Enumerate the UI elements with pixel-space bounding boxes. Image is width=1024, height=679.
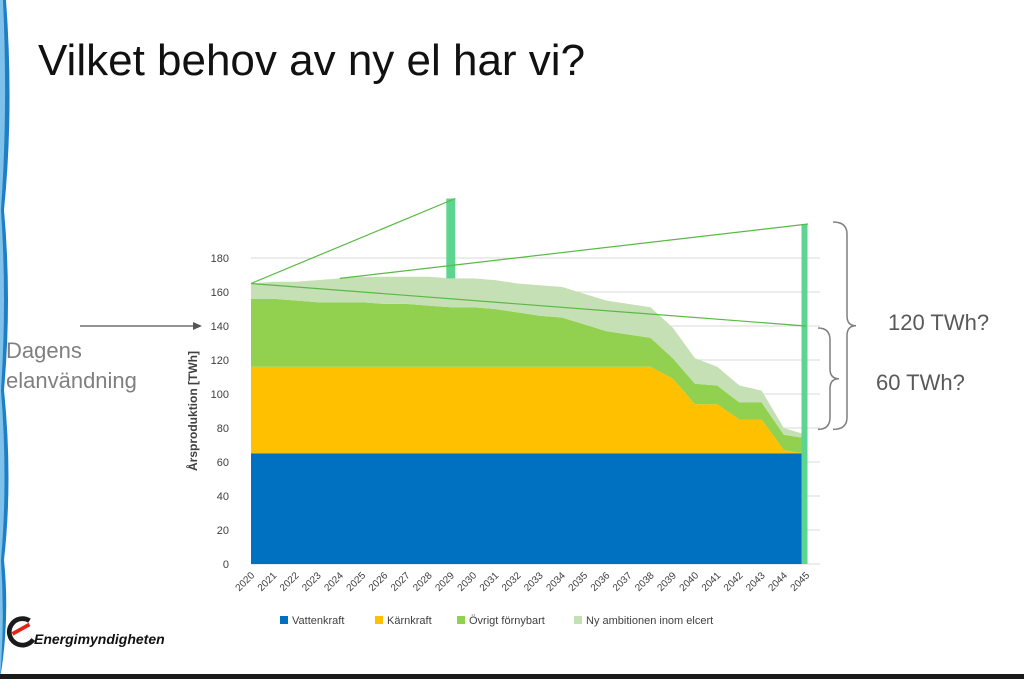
- trend-line: [250, 197, 456, 285]
- x-tick-label: 2038: [633, 570, 657, 594]
- current-consumption-label-line1: Dagens: [6, 338, 82, 363]
- current-consumption-label-line2: elanvändning: [6, 368, 137, 393]
- y-tick-label: 120: [211, 355, 229, 367]
- area-2: [251, 366, 806, 454]
- legend-label: Vattenkraft: [292, 615, 344, 627]
- x-tick-label: 2037: [611, 570, 635, 594]
- bottom-rule: [0, 674, 1024, 679]
- x-tick-label: 2027: [389, 570, 413, 594]
- y-tick-label: 60: [217, 457, 229, 469]
- x-tick-label: 2025: [345, 570, 369, 594]
- x-tick-label: 2040: [678, 570, 702, 594]
- x-tick-label: 2020: [234, 570, 258, 594]
- y-tick-labels: 0 20 40 60 80 100 120 140 160 180: [211, 253, 229, 571]
- demand-bar-2045: [801, 224, 808, 564]
- current-consumption-label: Dagens elanvändning: [6, 336, 137, 396]
- energimyndigheten-logo-icon: [6, 616, 36, 648]
- legend-swatch: [375, 616, 383, 624]
- legend-swatch: [280, 616, 288, 624]
- x-tick-label: 2034: [544, 570, 568, 594]
- x-tick-labels: 2020202120222023202420252026202720282029…: [234, 570, 813, 594]
- x-tick-label: 2024: [322, 570, 346, 594]
- y-tick-label: 40: [217, 491, 229, 503]
- x-tick-label: 2043: [744, 570, 768, 594]
- arrow-head-icon: [193, 322, 202, 330]
- y-axis-label: Årsproduktion [TWh]: [185, 351, 200, 471]
- logo-text: Energimyndigheten: [34, 631, 165, 647]
- area-series: [251, 276, 806, 564]
- x-tick-label: 2035: [567, 570, 591, 594]
- curly-brace: [832, 221, 857, 431]
- y-tick-label: 0: [223, 559, 229, 571]
- x-tick-label: 2028: [411, 570, 435, 594]
- x-tick-label: 2042: [722, 570, 746, 594]
- x-tick-label: 2031: [478, 570, 502, 594]
- x-tick-label: 2033: [522, 570, 546, 594]
- x-tick-label: 2041: [700, 570, 724, 594]
- x-tick-label: 2030: [456, 570, 480, 594]
- area-1: [251, 453, 806, 564]
- y-tick-label: 180: [211, 253, 229, 265]
- legend-label: Kärnkraft: [387, 615, 432, 627]
- x-tick-label: 2022: [278, 570, 302, 594]
- legend-swatch: [457, 616, 465, 624]
- y-tick-label: 80: [217, 423, 229, 435]
- x-tick-label: 2036: [589, 570, 613, 594]
- y-tick-label: 100: [211, 389, 229, 401]
- legend-label: Ny ambitionen inom elcert: [586, 615, 713, 627]
- slide-left-decoration: [0, 0, 10, 679]
- annotation-120-twh: 120 TWh?: [888, 310, 990, 335]
- legend-swatch: [574, 616, 582, 624]
- trend-line: [339, 223, 809, 279]
- slide-title: Vilket behov av ny el har vi?: [38, 36, 586, 85]
- curly-brace: [817, 327, 840, 431]
- chart-overlays: [80, 197, 857, 564]
- x-tick-label: 2026: [367, 570, 391, 594]
- y-tick-label: 160: [211, 287, 229, 299]
- legend-label: Övrigt förnybart: [469, 615, 545, 627]
- y-tick-label: 140: [211, 321, 229, 333]
- area-3: [251, 298, 806, 454]
- x-tick-label: 2023: [300, 570, 324, 594]
- demand-bar-2029: [446, 198, 456, 279]
- chart-legend: Vattenkraft Kärnkraft Övrigt förnybart Ny a…: [280, 615, 713, 627]
- trend-line: [250, 282, 807, 327]
- x-tick-label: 2029: [433, 570, 457, 594]
- x-tick-label: 2032: [500, 570, 524, 594]
- area-4: [251, 276, 806, 439]
- x-tick-label: 2021: [256, 570, 280, 594]
- y-tick-label: 20: [217, 525, 229, 537]
- x-tick-label: 2044: [766, 570, 790, 594]
- x-tick-label: 2045: [789, 570, 813, 594]
- annotation-60-twh: 60 TWh?: [876, 370, 965, 395]
- x-tick-label: 2039: [655, 570, 679, 594]
